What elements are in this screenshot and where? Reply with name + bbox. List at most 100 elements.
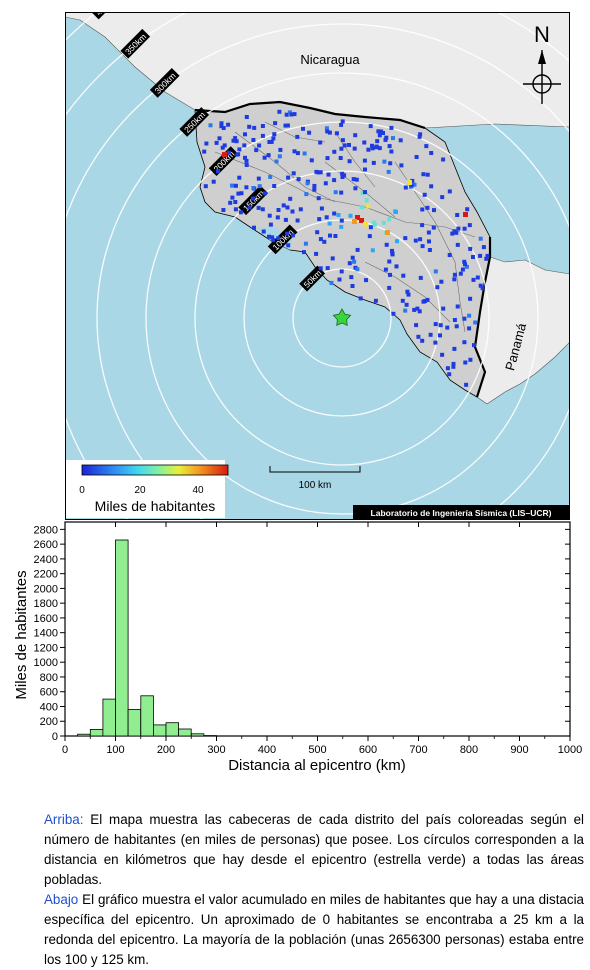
district-marker [309,158,314,163]
district-marker [247,205,252,210]
district-marker [312,183,317,188]
district-marker [247,124,252,129]
district-marker [257,143,262,148]
district-marker-hot [222,152,227,157]
district-marker [417,309,422,314]
district-marker [318,170,323,175]
district-marker [376,129,381,134]
district-marker [325,266,330,271]
district-marker [363,190,367,195]
district-marker [324,126,329,131]
district-marker [464,264,469,269]
district-marker [377,146,382,151]
district-marker [364,198,369,203]
district-marker [414,323,419,328]
district-marker [339,224,344,229]
district-marker [368,124,373,129]
district-marker [359,205,364,210]
x-tick-label: 400 [258,744,276,756]
district-marker [391,136,395,141]
y-tick-label: 2800 [34,524,58,536]
map-frame [65,12,570,520]
district-marker [387,259,392,264]
district-marker [394,264,399,269]
histogram-bar [190,733,205,737]
district-marker [362,140,367,145]
district-marker [322,239,327,244]
district-marker-hot [355,215,360,220]
district-marker [312,187,317,192]
district-marker [336,213,341,217]
district-marker [445,366,450,371]
distance-ring [292,268,392,368]
district-marker [252,125,257,130]
x-tick-label: 800 [460,744,478,756]
district-marker [260,133,265,138]
district-marker [384,135,389,140]
district-marker [370,248,375,253]
district-marker [314,251,319,256]
district-marker [302,250,306,255]
district-marker [236,152,241,157]
district-marker [238,210,243,215]
district-marker [208,123,213,128]
district-marker [447,372,452,377]
district-marker [296,177,301,182]
district-marker [339,269,344,274]
district-marker [244,115,249,119]
district-marker [387,217,392,222]
district-marker [290,233,295,238]
district-marker [275,215,280,220]
district-marker [283,123,288,128]
north-label: N [534,22,550,47]
district-marker [389,149,394,154]
district-marker [478,236,483,241]
scale-label: 100 km [299,480,332,491]
district-marker [412,182,417,187]
population-histogram: 0 100 200 300 400 500 600 700 800 900 1000 0 200 400 6… [13,521,582,774]
district-marker [387,144,392,149]
district-marker [287,110,292,115]
district-marker [472,343,476,348]
district-marker [362,158,367,163]
district-marker [420,244,425,249]
district-marker [478,253,483,258]
north-arrow: N [523,22,561,104]
district-marker [228,200,233,205]
y-tick-label: 400 [40,701,58,713]
district-marker [377,133,382,138]
y-tick-label: 2000 [34,583,58,595]
district-marker [371,160,376,165]
district-marker [252,225,256,230]
district-marker [230,195,235,200]
district-marker [285,205,290,210]
district-marker [290,209,295,214]
district-marker [418,132,423,137]
district-marker [451,361,456,366]
district-marker [367,234,372,239]
district-marker [389,125,394,130]
district-marker-hot [407,180,412,185]
district-marker [440,195,445,200]
district-marker [226,122,231,127]
district-marker [271,238,276,243]
district-marker [455,304,460,309]
district-marker [267,140,272,144]
district-marker [468,296,473,301]
district-marker [447,189,452,194]
district-marker [347,261,352,266]
district-marker [364,278,368,283]
district-marker [204,141,209,146]
district-marker [440,352,445,357]
district-marker [289,112,294,117]
district-marker [452,318,457,322]
y-tick-label: 600 [40,687,58,699]
district-marker [318,266,323,271]
x-tick-label: 900 [510,744,528,756]
district-marker [352,259,357,264]
district-marker [418,237,423,242]
district-marker [338,156,343,160]
district-marker [349,275,354,280]
district-marker [295,134,300,139]
x-tick-label: 0 [62,744,68,756]
